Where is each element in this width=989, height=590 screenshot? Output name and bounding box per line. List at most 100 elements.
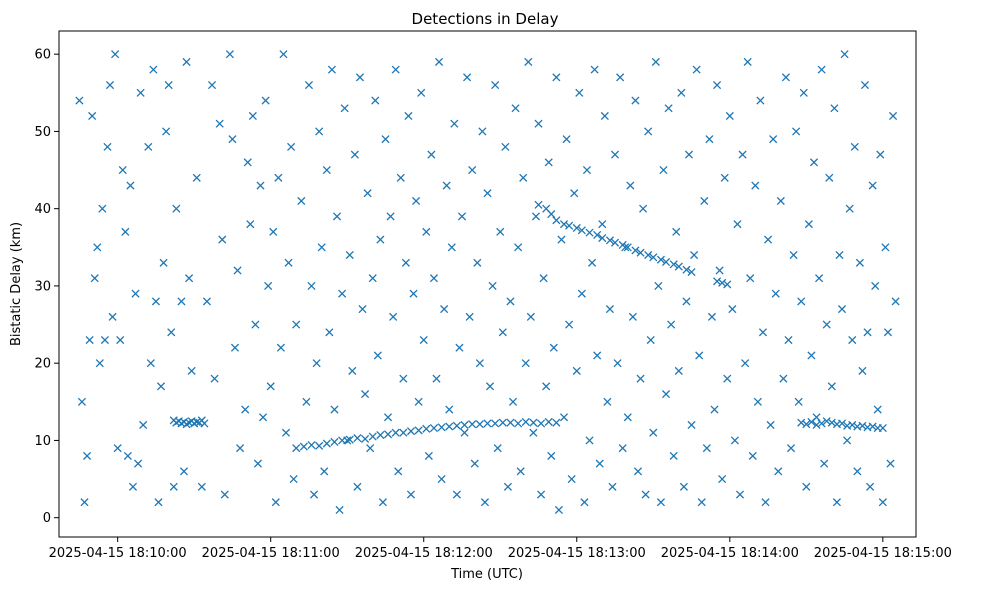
detection-point: [485, 382, 495, 391]
detection-point: [501, 142, 510, 151]
detection-point: [664, 104, 673, 113]
detection-point: [394, 467, 403, 476]
detection-point: [712, 81, 722, 90]
detection-point: [437, 475, 446, 484]
detection-point: [562, 135, 571, 144]
detection-point: [136, 88, 145, 97]
detection-point: [843, 436, 852, 445]
detection-point: [470, 459, 479, 468]
detection-point: [710, 405, 719, 414]
detection-point: [799, 88, 808, 97]
detection-point: [733, 220, 742, 229]
detection-point: [373, 351, 382, 360]
detection-point: [827, 382, 836, 391]
detection-point: [812, 420, 821, 430]
detection-point: [366, 444, 375, 453]
x-tick-label: 2025-04-15 18:10:00: [49, 546, 187, 561]
detection-point: [797, 418, 806, 427]
detection-point: [779, 374, 788, 383]
detection-point: [863, 328, 872, 337]
detection-point: [200, 419, 209, 428]
detection-point: [687, 420, 696, 430]
detection-point: [702, 444, 711, 453]
detection-point: [677, 88, 686, 97]
detection-point: [667, 320, 676, 329]
detection-point: [401, 258, 410, 267]
detection-point: [598, 233, 607, 243]
detection-point: [350, 150, 359, 159]
x-tick-label: 2025-04-15 18:14:00: [661, 546, 799, 561]
detection-point: [656, 255, 665, 264]
detection-point: [460, 428, 469, 437]
detection-point: [85, 335, 94, 345]
detection-point: [371, 96, 380, 105]
detection-point: [825, 173, 834, 182]
detection-point: [610, 150, 620, 159]
detection-point: [134, 459, 143, 468]
detection-point: [572, 366, 581, 375]
detection-point: [743, 57, 752, 66]
detection-point: [327, 65, 336, 74]
detection-point: [837, 419, 847, 428]
detection-point: [246, 220, 255, 229]
detection-point: [608, 482, 617, 491]
detection-point: [769, 135, 778, 144]
y-tick-label: 40: [34, 202, 51, 217]
detection-point: [172, 204, 181, 213]
detection-point: [139, 420, 148, 430]
detection-point: [123, 451, 132, 460]
detection-point: [646, 335, 655, 345]
detection-point: [437, 423, 446, 432]
detection-point: [108, 312, 117, 321]
detection-point: [383, 430, 393, 439]
detection-point: [468, 420, 477, 429]
detection-point: [735, 490, 745, 499]
detection-point: [631, 246, 640, 255]
detection-point: [376, 430, 385, 440]
detection-point: [544, 417, 553, 426]
detection-point: [858, 421, 867, 430]
detection-point: [815, 274, 824, 283]
detection-point: [322, 165, 331, 175]
detection-point: [705, 135, 714, 144]
y-axis-label: Bistatic Delay (km): [9, 222, 24, 346]
chart-title: Detections in Delay: [412, 10, 559, 28]
detection-point: [758, 328, 768, 337]
detection-point: [457, 212, 467, 221]
detection-point: [690, 250, 699, 260]
detection-point: [506, 297, 515, 306]
detection-point: [445, 422, 454, 431]
detection-point: [820, 459, 829, 468]
detection-point: [192, 417, 201, 426]
detection-point: [797, 297, 806, 306]
detection-point: [692, 65, 701, 74]
detection-point: [386, 212, 395, 221]
detection-point: [746, 274, 755, 283]
detection-point: [162, 127, 171, 136]
detection-point: [715, 266, 724, 275]
detection-point: [672, 227, 681, 236]
detection-point: [832, 498, 841, 507]
detection-point: [529, 428, 538, 437]
detection-point: [639, 204, 648, 213]
detection-point: [317, 243, 326, 252]
detection-point: [230, 343, 240, 352]
detection-point: [488, 281, 497, 290]
detection-point: [424, 451, 433, 460]
detection-point: [764, 235, 773, 244]
detection-point: [822, 320, 831, 329]
detection-point: [445, 405, 454, 414]
detection-point: [434, 57, 444, 66]
detection-point: [636, 248, 645, 257]
y-tick-label: 60: [34, 48, 51, 63]
detection-point: [429, 424, 438, 433]
detection-point: [281, 428, 291, 437]
detection-point: [616, 73, 625, 82]
detection-point: [363, 189, 372, 198]
y-tick-label: 30: [34, 279, 51, 294]
detection-point: [312, 359, 321, 368]
detection-point: [258, 413, 268, 422]
plot-area: [75, 50, 900, 515]
detection-point: [873, 405, 882, 414]
